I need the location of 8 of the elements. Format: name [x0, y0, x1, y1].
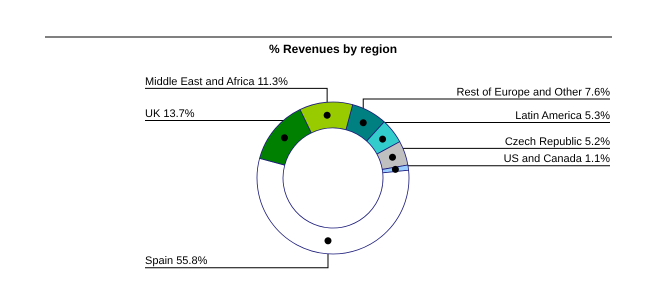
slice-label: Spain 55.8% — [145, 255, 208, 268]
slice-label: US and Canada 1.1% — [504, 153, 610, 166]
slice-label: UK 13.7% — [145, 108, 195, 120]
slice-label: Rest of Europe and Other 7.6% — [456, 86, 610, 99]
slice-label: Middle East and Africa 11.3% — [145, 76, 288, 88]
slice-label: Latin America 5.3% — [515, 110, 610, 122]
chart-title: % Revenues by region — [268, 42, 398, 56]
slice-label: Czech Republic 5.2% — [504, 136, 610, 148]
